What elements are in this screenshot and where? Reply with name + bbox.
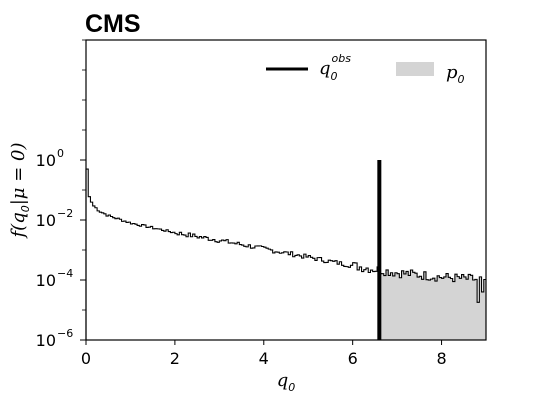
y-tick-exponent: 0 [57, 147, 64, 160]
x-tick-label: 6 [348, 349, 358, 368]
y-tick-label: 10 [36, 211, 56, 230]
p0-fill-region [379, 266, 486, 340]
legend-obs-label: q0obs [319, 52, 351, 83]
histogram-series [85, 168, 486, 340]
x-tick-label: 2 [170, 349, 180, 368]
y-tick-exponent: −4 [57, 267, 73, 280]
legend-p0-label: p0 [446, 62, 465, 86]
x-tick-label: 0 [81, 349, 91, 368]
y-tick-exponent: −2 [57, 207, 73, 220]
x-axis-label: q0 [277, 370, 296, 394]
x-axis-ticks: 0 2 4 6 8 [81, 340, 447, 368]
y-tick-label: 10 [36, 151, 56, 170]
experiment-label: CMS [85, 10, 141, 38]
x-tick-label: 4 [259, 349, 269, 368]
y-axis-label: f(q0|μ = 0) [8, 143, 32, 240]
y-tick-exponent: −6 [57, 327, 73, 340]
legend-p0-swatch [396, 62, 434, 76]
y-tick-label: 10 [36, 271, 56, 290]
legend: q0obs p0 [266, 52, 465, 86]
x-tick-label: 8 [436, 349, 446, 368]
y-tick-label: 10 [36, 331, 56, 350]
p0-tail-fill [379, 266, 486, 340]
histogram-outline [85, 168, 486, 340]
